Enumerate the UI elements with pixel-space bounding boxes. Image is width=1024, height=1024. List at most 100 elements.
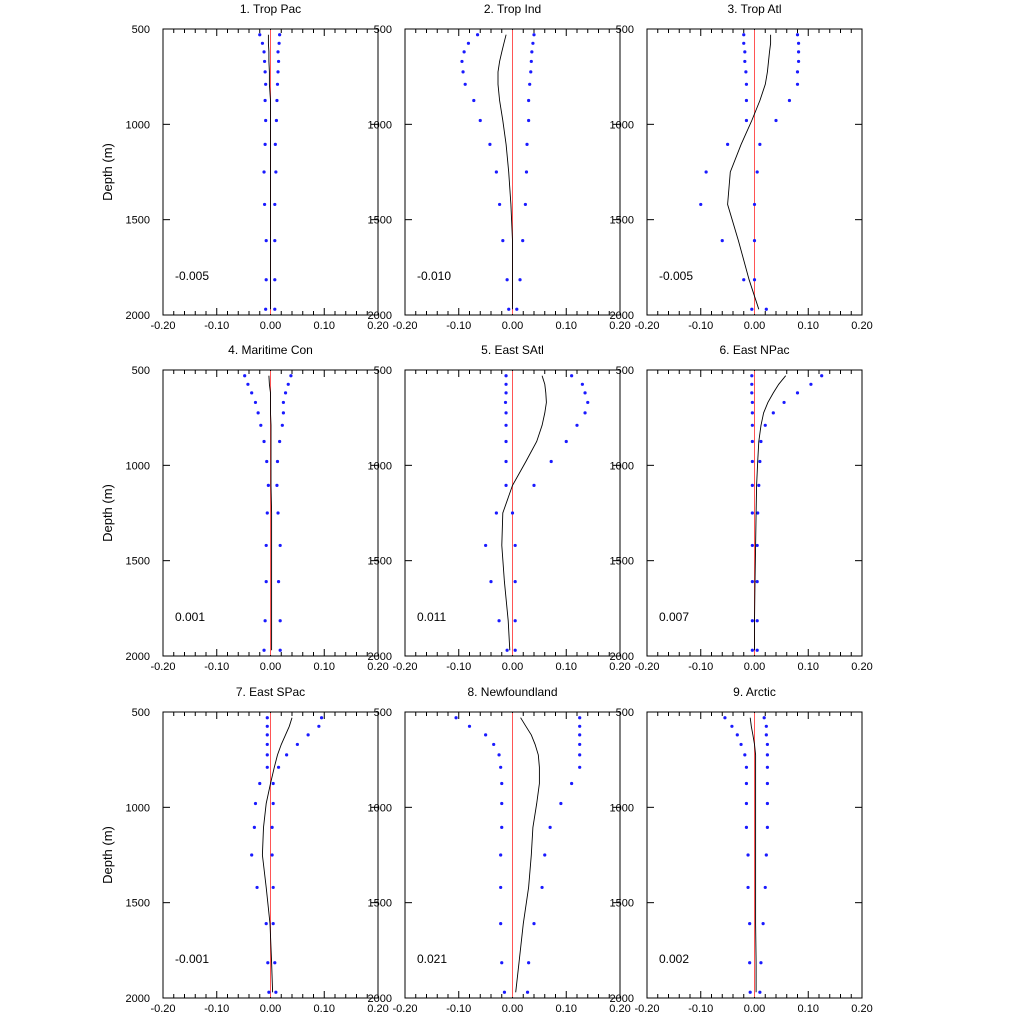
- lower-dot: [743, 753, 747, 757]
- lower-dot: [504, 391, 508, 395]
- lower-dot: [475, 33, 480, 37]
- upper-dot: [532, 922, 536, 926]
- upper-dot: [510, 511, 515, 515]
- upper-dot: [549, 459, 553, 464]
- upper-dot: [295, 742, 299, 747]
- mean-profile-line: [268, 375, 273, 651]
- lower-dot: [502, 990, 507, 994]
- lower-dot: [720, 239, 724, 243]
- panel-7: 7. East SPac -0.20 -0.10 0.00 0.10 0.20 500 100…: [100, 685, 389, 1015]
- upper-dot: [513, 580, 517, 584]
- upper-dot: [276, 580, 281, 584]
- upper-dot: [513, 648, 517, 652]
- x-tick-label: 0.00: [744, 320, 765, 332]
- lower-dot: [744, 765, 749, 769]
- lower-dot: [750, 580, 754, 584]
- lower-dot: [504, 411, 508, 415]
- lower-dot: [265, 511, 269, 515]
- lower-dot: [505, 278, 509, 282]
- x-tick-label: 0.10: [556, 320, 577, 332]
- lower-dot: [266, 961, 270, 965]
- x-tick-label: 0.10: [556, 661, 577, 673]
- lower-dot: [750, 307, 754, 311]
- lower-dot: [699, 202, 703, 207]
- upper-dot: [756, 511, 760, 515]
- panel-1: 1. Trop Pac -0.20 -0.10 0.00 0.10 0.20 500 1000…: [100, 2, 389, 332]
- upper-dot: [513, 619, 517, 623]
- lower-dot: [750, 423, 754, 427]
- upper-dot: [752, 202, 757, 207]
- lower-dot: [744, 118, 749, 123]
- upper-dot: [319, 716, 324, 720]
- upper-dot: [774, 118, 778, 123]
- y-tick-label: 2000: [126, 651, 150, 663]
- y-tick-label: 2000: [610, 651, 634, 663]
- lower-dot: [265, 753, 269, 757]
- lower-dot: [264, 543, 268, 548]
- upper-dot: [755, 619, 759, 623]
- lower-dot: [723, 716, 727, 720]
- upper-dot: [275, 82, 280, 86]
- lower-dot: [742, 33, 746, 37]
- upper-dot: [759, 439, 763, 444]
- upper-dot: [278, 543, 282, 548]
- lower-dot: [704, 170, 708, 174]
- x-tick-label: 0.00: [502, 661, 523, 673]
- upper-dot: [276, 70, 280, 74]
- panel-title: 6. East NPac: [719, 343, 789, 357]
- upper-dot: [277, 41, 281, 45]
- upper-dot: [765, 801, 770, 806]
- mean-profile-line: [261, 717, 293, 993]
- lower-dot: [503, 400, 508, 405]
- lower-dot: [265, 742, 269, 747]
- y-tick-label: 1000: [368, 802, 392, 814]
- lower-dot: [501, 239, 505, 243]
- upper-dot: [276, 59, 281, 64]
- upper-dot: [796, 50, 801, 54]
- lower-dot: [504, 382, 508, 386]
- upper-dot: [586, 400, 590, 405]
- y-tick-label: 1500: [610, 556, 634, 568]
- lower-dot: [499, 885, 503, 890]
- upper-dot: [578, 724, 582, 728]
- lower-dot: [263, 619, 267, 623]
- upper-dot: [570, 374, 574, 378]
- y-tick-label: 500: [616, 24, 634, 36]
- upper-dot: [278, 619, 282, 623]
- mean-profile-line: [754, 375, 787, 651]
- upper-dot: [765, 765, 770, 769]
- upper-dot: [529, 59, 533, 64]
- lower-dot: [262, 50, 266, 54]
- upper-dot: [513, 543, 517, 548]
- upper-dot: [578, 765, 582, 769]
- y-tick-label: 2000: [126, 310, 150, 322]
- lower-dot: [264, 82, 268, 86]
- y-tick-label: 500: [132, 365, 150, 377]
- upper-dot: [280, 423, 284, 427]
- lower-dot: [484, 733, 488, 737]
- upper-dot: [795, 33, 800, 37]
- lower-dot: [265, 724, 269, 728]
- lower-dot: [750, 648, 754, 652]
- lower-dot: [265, 765, 269, 769]
- lower-dot: [488, 142, 492, 146]
- upper-dot: [765, 825, 770, 829]
- y-tick-label: 2000: [126, 993, 150, 1005]
- trend-annotation: -0.005: [659, 269, 693, 283]
- upper-dot: [274, 990, 278, 994]
- upper-dot: [771, 411, 775, 415]
- x-tick-label: 0.10: [314, 320, 335, 332]
- y-tick-label: 1500: [610, 898, 634, 910]
- y-tick-label: 500: [132, 24, 150, 36]
- y-tick-label: 500: [132, 707, 150, 719]
- y-tick-label: 500: [616, 707, 634, 719]
- y-tick-label: 1000: [610, 802, 634, 814]
- x-tick-label: -0.10: [204, 661, 229, 673]
- panel-2: 2. Trop Ind -0.20 -0.10 0.00 0.10 0.20 500 1000…: [368, 2, 631, 332]
- upper-dot: [274, 118, 279, 123]
- trend-annotation: 0.021: [417, 952, 447, 966]
- x-tick-label: 0.00: [744, 1003, 765, 1015]
- upper-dot: [530, 50, 534, 54]
- panel-4: 4. Maritime Con -0.20 -0.10 0.00 0.10 0.20 500…: [100, 343, 389, 673]
- x-tick-label: 0.00: [744, 661, 765, 673]
